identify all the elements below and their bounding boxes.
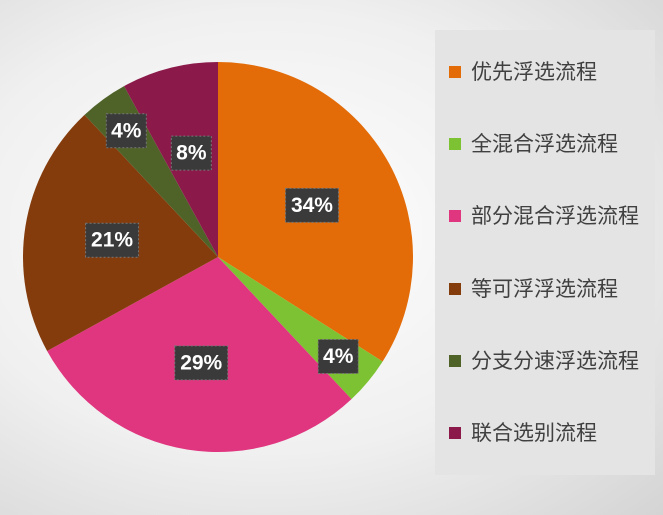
data-label: 34% (291, 194, 333, 217)
data-label-box (105, 113, 147, 149)
data-label: 21% (91, 229, 133, 252)
data-label-box (317, 338, 359, 374)
legend-item: 优先浮选流程 (435, 56, 655, 88)
legend-label: 优先浮选流程 (471, 60, 597, 85)
legend: 优先浮选流程 全混合浮选流程 部分混合浮选流程 等可浮浮选流程 分支分速浮选流程 联合选别… (435, 30, 655, 475)
legend-item: 分支分速浮选流程 (435, 345, 655, 377)
legend-swatch (449, 138, 461, 151)
legend-label: 等可浮浮选流程 (471, 276, 618, 301)
legend-label: 部分混合浮选流程 (471, 204, 639, 229)
data-label: 4% (323, 345, 354, 368)
legend-swatch (449, 354, 461, 367)
legend-swatch (449, 426, 461, 439)
data-label: 8% (176, 142, 207, 165)
data-label-box (174, 345, 229, 381)
legend-swatch (449, 66, 461, 79)
legend-item: 部分混合浮选流程 (435, 200, 655, 232)
data-label-box (170, 135, 212, 171)
legend-label: 全混合浮选流程 (471, 132, 618, 157)
legend-swatch (449, 210, 461, 223)
legend-item: 全混合浮选流程 (435, 128, 655, 160)
legend-label: 联合选别流程 (471, 420, 597, 445)
legend-label: 分支分速浮选流程 (471, 348, 639, 373)
legend-item: 等可浮浮选流程 (435, 273, 655, 305)
data-label-box (85, 222, 140, 258)
data-label: 29% (180, 351, 222, 374)
legend-item: 联合选别流程 (435, 417, 655, 449)
data-label: 4% (111, 119, 142, 142)
legend-swatch (449, 282, 461, 295)
data-label-box (284, 187, 339, 223)
